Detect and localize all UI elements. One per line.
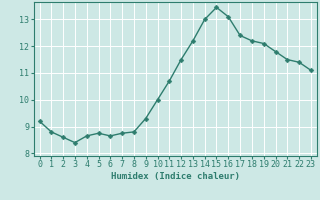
X-axis label: Humidex (Indice chaleur): Humidex (Indice chaleur) xyxy=(111,172,240,181)
